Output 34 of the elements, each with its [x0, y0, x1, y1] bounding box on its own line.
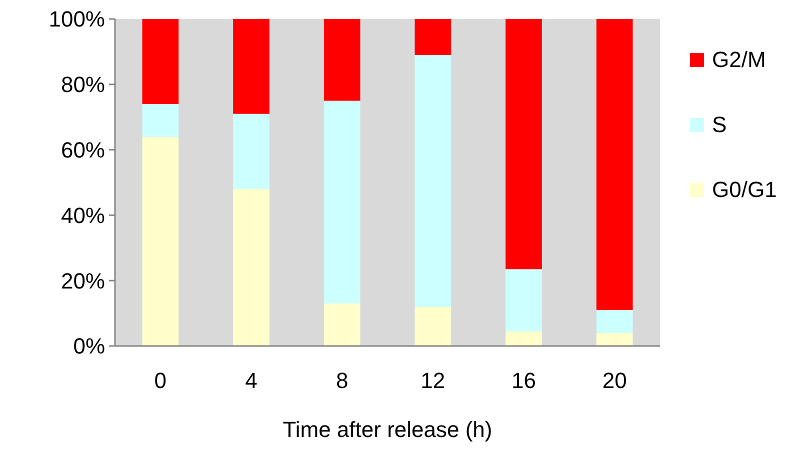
- y-tick-label: 40%: [60, 202, 105, 228]
- bar: [596, 332, 633, 346]
- bar: [596, 310, 633, 333]
- x-tick-label: 8: [336, 368, 348, 393]
- bar: [233, 114, 270, 190]
- bar: [142, 104, 179, 137]
- bar: [324, 19, 360, 101]
- bar: [324, 303, 360, 346]
- x-tick-label: 12: [420, 368, 446, 393]
- y-tick-label: 0%: [73, 334, 105, 359]
- bar: [233, 19, 270, 114]
- bar: [506, 269, 542, 332]
- y-tick-label: 60%: [60, 138, 105, 162]
- bar: [414, 19, 452, 55]
- legend-label: G0/G1: [712, 177, 777, 202]
- y-tick-label: 20%: [60, 268, 105, 294]
- x-tick-label: 20: [602, 368, 627, 393]
- bar: [414, 54, 452, 307]
- x-tick-label: 16: [512, 368, 536, 393]
- bar: [506, 331, 542, 346]
- x-tick-label: 0: [154, 368, 167, 393]
- bar: [506, 19, 542, 270]
- x-tick-label: 4: [245, 368, 258, 393]
- bar: [414, 306, 452, 346]
- bar: [324, 100, 360, 304]
- x-axis-title: Time after release (h): [282, 417, 492, 442]
- bar: [596, 19, 633, 310]
- bar: [233, 189, 270, 346]
- bar: [142, 19, 179, 104]
- y-tick-label: 80%: [60, 72, 105, 98]
- legend-label: G2/M: [712, 47, 766, 72]
- bar: [142, 136, 179, 346]
- legend-label: S: [712, 112, 727, 137]
- y-tick-label: 100%: [48, 6, 105, 32]
